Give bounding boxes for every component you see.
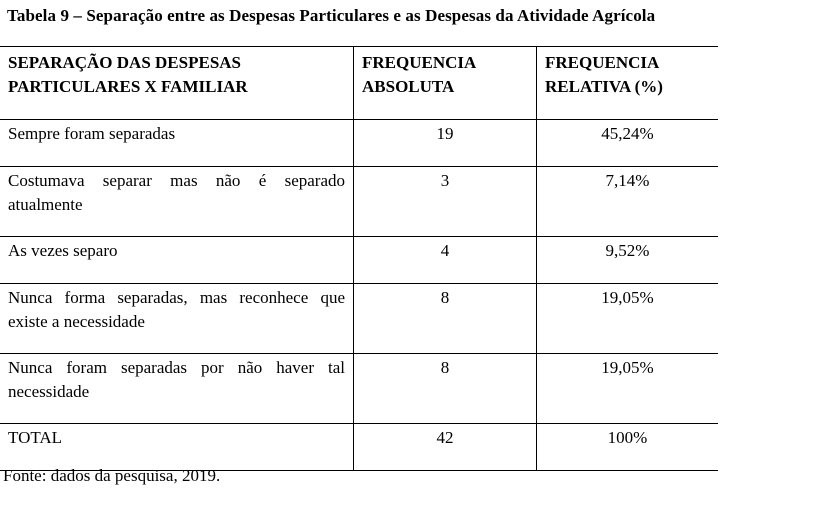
- header-frequencia-relativa: FREQUENCIA RELATIVA (%): [536, 46, 718, 120]
- table-caption: Tabela 9 – Separação entre as Despesas P…: [7, 6, 656, 25]
- row-absoluta: 3: [353, 166, 537, 237]
- header-frequencia-absoluta: FREQUENCIA ABSOLUTA: [353, 46, 537, 120]
- data-table: SEPARAÇÃO DAS DESPESAS PARTICULARES X FA…: [0, 46, 718, 471]
- total-absoluta: 42: [353, 423, 537, 471]
- row-label: Costumava separar mas não é separado atu…: [0, 166, 354, 237]
- table-total-row: TOTAL 42 100%: [0, 423, 718, 471]
- table-row: As vezes separo 4 9,52%: [0, 236, 718, 284]
- total-relativa: 100%: [536, 423, 718, 471]
- row-label: As vezes separo: [0, 236, 354, 284]
- row-relativa: 9,52%: [536, 236, 718, 284]
- table-header-row: SEPARAÇÃO DAS DESPESAS PARTICULARES X FA…: [0, 46, 718, 120]
- table-row: Nunca foram separadas por não haver tal …: [0, 353, 718, 424]
- row-relativa: 45,24%: [536, 119, 718, 167]
- row-relativa: 7,14%: [536, 166, 718, 237]
- table-row: Sempre foram separadas 19 45,24%: [0, 119, 718, 167]
- table-row: Nunca forma separadas, mas reconhece que…: [0, 283, 718, 354]
- row-label: Nunca forma separadas, mas reconhece que…: [0, 283, 354, 354]
- row-absoluta: 8: [353, 283, 537, 354]
- row-absoluta: 8: [353, 353, 537, 424]
- row-label: Nunca foram separadas por não haver tal …: [0, 353, 354, 424]
- header-separacao: SEPARAÇÃO DAS DESPESAS PARTICULARES X FA…: [0, 46, 354, 120]
- table-row: Costumava separar mas não é separado atu…: [0, 166, 718, 237]
- row-relativa: 19,05%: [536, 353, 718, 424]
- source-note: Fonte: dados da pesquisa, 2019.: [3, 466, 221, 485]
- row-relativa: 19,05%: [536, 283, 718, 354]
- row-label: Sempre foram separadas: [0, 119, 354, 167]
- total-label: TOTAL: [0, 423, 354, 471]
- row-absoluta: 4: [353, 236, 537, 284]
- row-absoluta: 19: [353, 119, 537, 167]
